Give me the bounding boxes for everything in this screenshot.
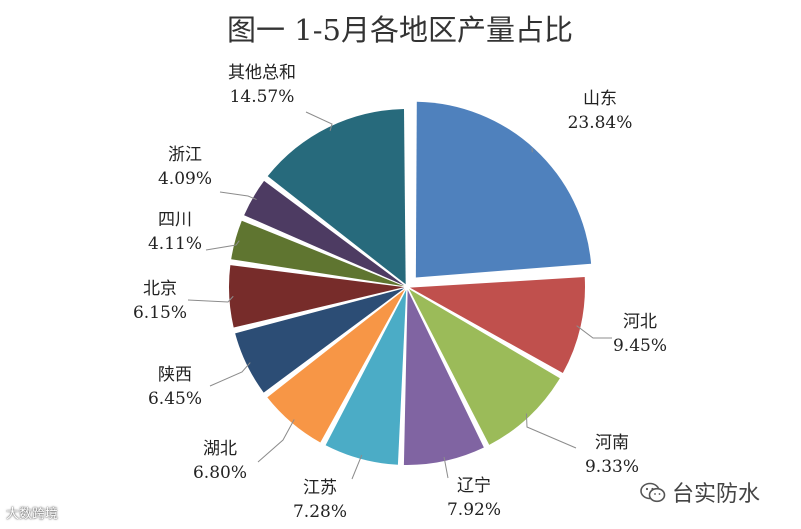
pie-slice-2 [409,277,585,373]
leader-line-8 [187,295,234,303]
leader-line-11 [305,111,333,132]
slice-value-label: 9.45% [613,336,667,356]
pie-slice-4 [403,289,484,465]
leader-line-5 [351,454,363,480]
slice-name-label: 其他总和 [228,63,296,83]
slice-value-label: 6.15% [133,303,187,323]
leader-line-10 [219,191,257,200]
slice-name-label: 浙江 [168,145,202,165]
chart-title: 图一 1-5月各地区产量占比 [227,13,573,47]
slice-value-label: 6.45% [148,389,202,409]
slice-value-label: 4.09% [158,169,212,189]
leader-lines [187,111,612,480]
leader-line-6 [257,419,295,463]
pie-slice-5 [325,289,407,465]
pie-slice-1 [415,101,592,278]
slice-value-label: 6.80% [193,463,247,483]
pie-slice-8 [229,265,405,328]
wechat-icon [640,482,666,503]
slice-value-label: 23.84% [568,113,633,133]
pie-slice-3 [409,289,560,445]
pie-slice-10 [244,180,405,286]
slice-name-label: 北京 [143,279,177,299]
leader-line-2 [576,325,612,339]
slice-value-label: 4.11% [148,234,202,254]
watermark-right: 台实防水 [640,476,760,508]
slice-value-label: 14.57% [230,87,295,107]
slice-name-label: 四川 [158,210,192,230]
slice-name-label: 湖北 [203,439,237,459]
pie-slices [229,101,592,465]
slice-name-label: 山东 [583,89,617,109]
slice-value-label: 7.92% [447,500,501,520]
leader-line-4 [443,456,449,479]
watermark-left: 大数跨境 [6,507,59,522]
leader-line-7 [209,362,251,387]
pie-slice-7 [235,288,405,393]
slice-name-label: 辽宁 [457,476,491,496]
slice-value-label: 7.28% [293,502,347,522]
watermark-right-text: 台实防水 [672,482,761,507]
slice-name-label: 河北 [623,312,657,332]
pie-slice-11 [267,109,406,285]
pie-slice-6 [267,289,406,443]
slice-name-label: 陕西 [158,365,192,385]
leader-line-3 [525,413,577,449]
leader-line-9 [205,240,240,251]
slice-labels: 山东 23.84% 河北 9.45% 河南 9.33% 辽宁 7.92% 江苏 7.28% 湖北 6.… [133,63,667,522]
slice-value-label: 9.33% [585,457,639,477]
pie-slice-9 [231,220,405,287]
slice-name-label: 江苏 [303,478,337,498]
slice-name-label: 河南 [595,433,629,453]
